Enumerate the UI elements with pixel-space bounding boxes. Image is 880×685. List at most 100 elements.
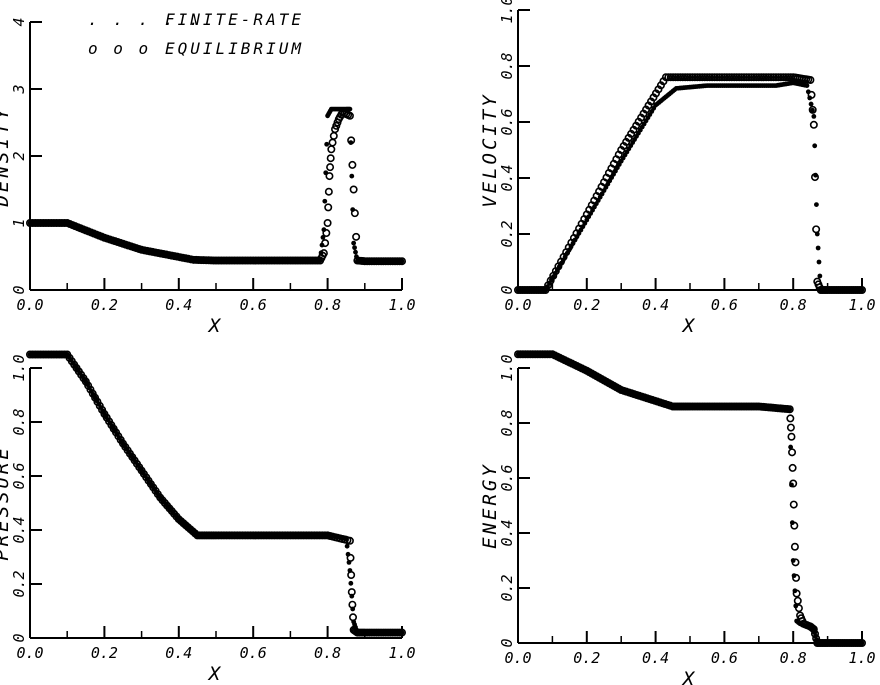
x-tick-label: 0.6 [711,296,738,314]
legend-equilibrium-label: EQUILIBRIUM [165,39,304,58]
x-tick-label: 1.0 [848,296,875,314]
data-point [329,131,338,140]
data-point [759,73,768,82]
x-tick-label: 0.8 [780,649,807,667]
data-point [785,405,794,414]
x-tick-label: 0.2 [573,649,600,667]
x-tick-label: 0.8 [314,296,341,314]
y-tick-label: 0.4 [498,519,516,546]
data-point [349,185,358,194]
y-tick-label: 0.8 [498,52,516,79]
y-tick-label: 0.8 [10,408,28,435]
data-point [321,227,327,233]
data-point [267,256,276,265]
data-point [664,73,673,82]
data-point [39,350,48,359]
x-tick-label: 0.6 [240,296,267,314]
y-tick-label: 0 [498,638,516,647]
x-tick-label: 1.0 [388,296,415,314]
data-point [57,350,66,359]
data-point [222,256,231,265]
data-point [713,402,722,411]
data-point [28,350,37,359]
data-point [259,531,268,540]
data-point [725,402,734,411]
chart-panel-3: 0.0 0.2 0.4 0.6 0.8 1.0 0 0.2 0.4 0.6 0.8 1.0 X PRESS… [0,350,416,685]
data-point [737,402,746,411]
data-point [324,141,330,147]
data-point [794,604,803,613]
data-point [241,256,250,265]
data-point [790,542,799,551]
data-point [713,73,722,82]
x-tick-label: 0.4 [165,644,192,662]
y-tick-label: 1.0 [498,354,516,381]
x-tick-label: 1.0 [848,649,875,667]
data-point [747,402,756,411]
legend-finite-rate-marker: . . . . . [88,10,202,29]
data-point [25,350,34,359]
data-point [543,350,552,359]
data-point [790,521,799,530]
data-point [744,402,753,411]
data-point [241,531,250,540]
data-point [350,209,359,218]
data-point [251,256,260,265]
data-point [273,531,282,540]
data-point [730,73,739,82]
data-point [754,73,763,82]
data-point [810,107,815,113]
data-point [811,114,817,119]
data-point [349,613,358,622]
data-point [217,531,226,540]
data-point [319,249,328,258]
data-point [771,73,780,82]
data-point [730,402,739,411]
data-point [265,531,274,540]
data-point [270,531,279,540]
data-point [703,402,712,411]
data-point [235,531,244,540]
data-point [857,285,866,294]
data-point [722,402,731,411]
data-point [720,402,729,411]
data-point [720,73,729,82]
y-axis-label: DENSITY [0,105,13,207]
data-point [52,219,61,228]
data-point [700,73,709,82]
data-point [243,531,252,540]
data-point [294,531,303,540]
data-point [348,580,354,586]
data-point [233,531,242,540]
data-point [806,76,815,85]
y-tick-label: 0.8 [498,409,516,436]
data-point [347,106,353,112]
data-point [747,73,756,82]
data-point [533,350,542,359]
data-point [322,198,328,204]
data-point [217,256,226,265]
y-axis-label: ENERGY [479,462,501,549]
data-point [700,402,709,411]
data-point [55,350,64,359]
y-tick-label: 0.4 [10,516,28,543]
y-axis-label: VELOCITY [479,92,501,208]
x-tick-label: 0.4 [642,296,669,314]
data-point [328,138,337,147]
data-point [286,256,295,265]
x-axis-label: X [681,315,697,337]
data-point [705,402,714,411]
data-point [225,531,234,540]
data-point [710,402,719,411]
data-point [810,173,819,182]
data-point [225,256,234,265]
data-point [764,73,773,82]
data-point [230,256,239,265]
data-point [807,90,816,99]
data-point [804,83,810,88]
data-point [661,73,670,82]
series-finite-rate [515,351,865,646]
data-point [291,256,300,265]
